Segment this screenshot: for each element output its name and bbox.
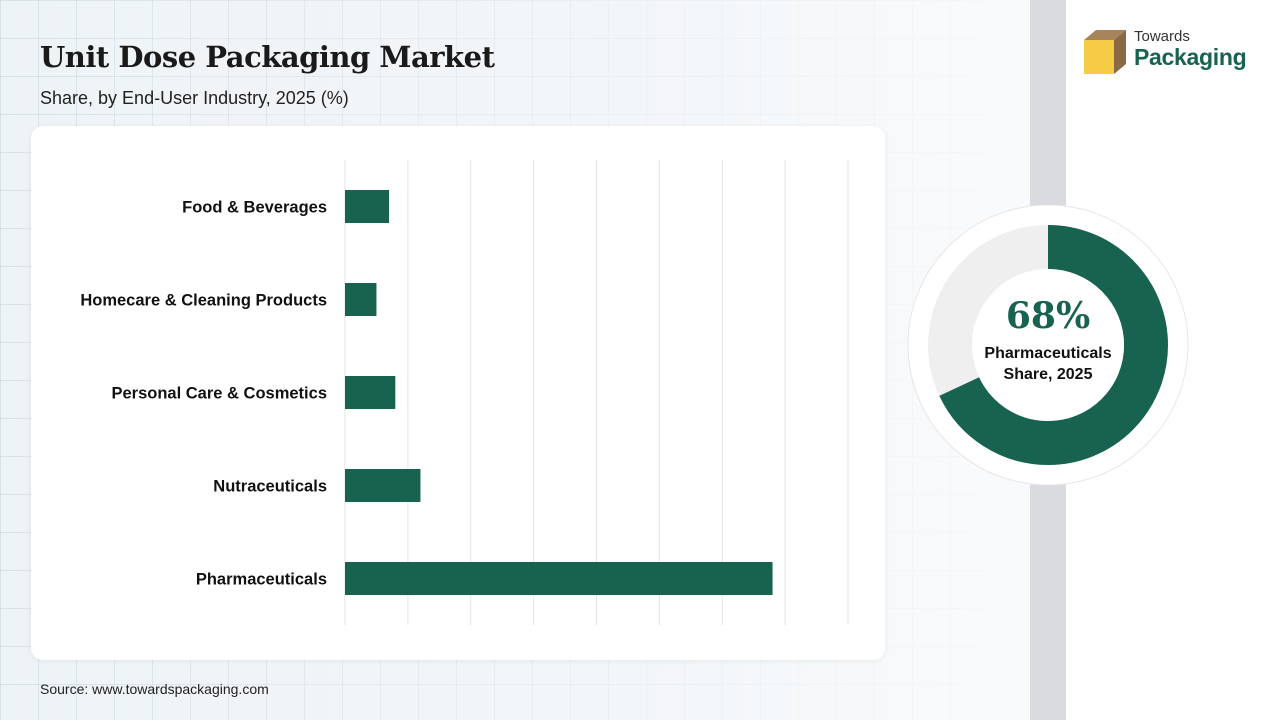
brand-logo: Towards Packaging bbox=[1082, 28, 1262, 78]
logo-line-towards: Towards bbox=[1134, 28, 1190, 45]
category-label-food-beverages: Food & Beverages bbox=[182, 199, 327, 217]
page-title: Unit Dose Packaging Market bbox=[40, 40, 495, 74]
box-icon bbox=[1084, 30, 1126, 74]
donut-center-label: Pharmaceuticals Share, 2025 bbox=[984, 345, 1112, 383]
category-label-pharmaceuticals: Pharmaceuticals bbox=[196, 571, 327, 589]
bar-chart: Food & Beverages Homecare & Cleaning Prod… bbox=[80, 160, 849, 625]
donut-chart: 68% Pharmaceuticals Share, 2025 bbox=[906, 203, 1190, 487]
source-note: Source: www.towardspackaging.com bbox=[40, 681, 269, 697]
category-label-nutraceuticals: Nutraceuticals bbox=[213, 478, 327, 496]
donut-center-value: 68% bbox=[1005, 295, 1091, 337]
bar-nutraceuticals bbox=[345, 469, 421, 502]
donut-slice-pharmaceuticals bbox=[928, 225, 1168, 465]
donut-chart-svg bbox=[907, 204, 1189, 486]
category-label-personal-care-cosmetics: Personal Care & Cosmetics bbox=[111, 385, 327, 403]
bar-food-beverages bbox=[345, 190, 390, 223]
page-subtitle: Share, by End-User Industry, 2025 (%) bbox=[40, 88, 349, 108]
logo-line-packaging: Packaging bbox=[1134, 44, 1247, 70]
donut-hole bbox=[972, 269, 1124, 421]
bar-pharmaceuticals bbox=[345, 562, 773, 595]
category-label-homecare-cleaning-products: Homecare & Cleaning Products bbox=[80, 292, 327, 310]
bar-homecare-cleaning-products bbox=[345, 283, 377, 316]
donut-center: 68% Pharmaceuticals Share, 2025 bbox=[906, 203, 1190, 487]
bar-personal-care-cosmetics bbox=[345, 376, 396, 409]
bar-chart-card: Food & Beverages Homecare & Cleaning Prod… bbox=[31, 126, 885, 660]
